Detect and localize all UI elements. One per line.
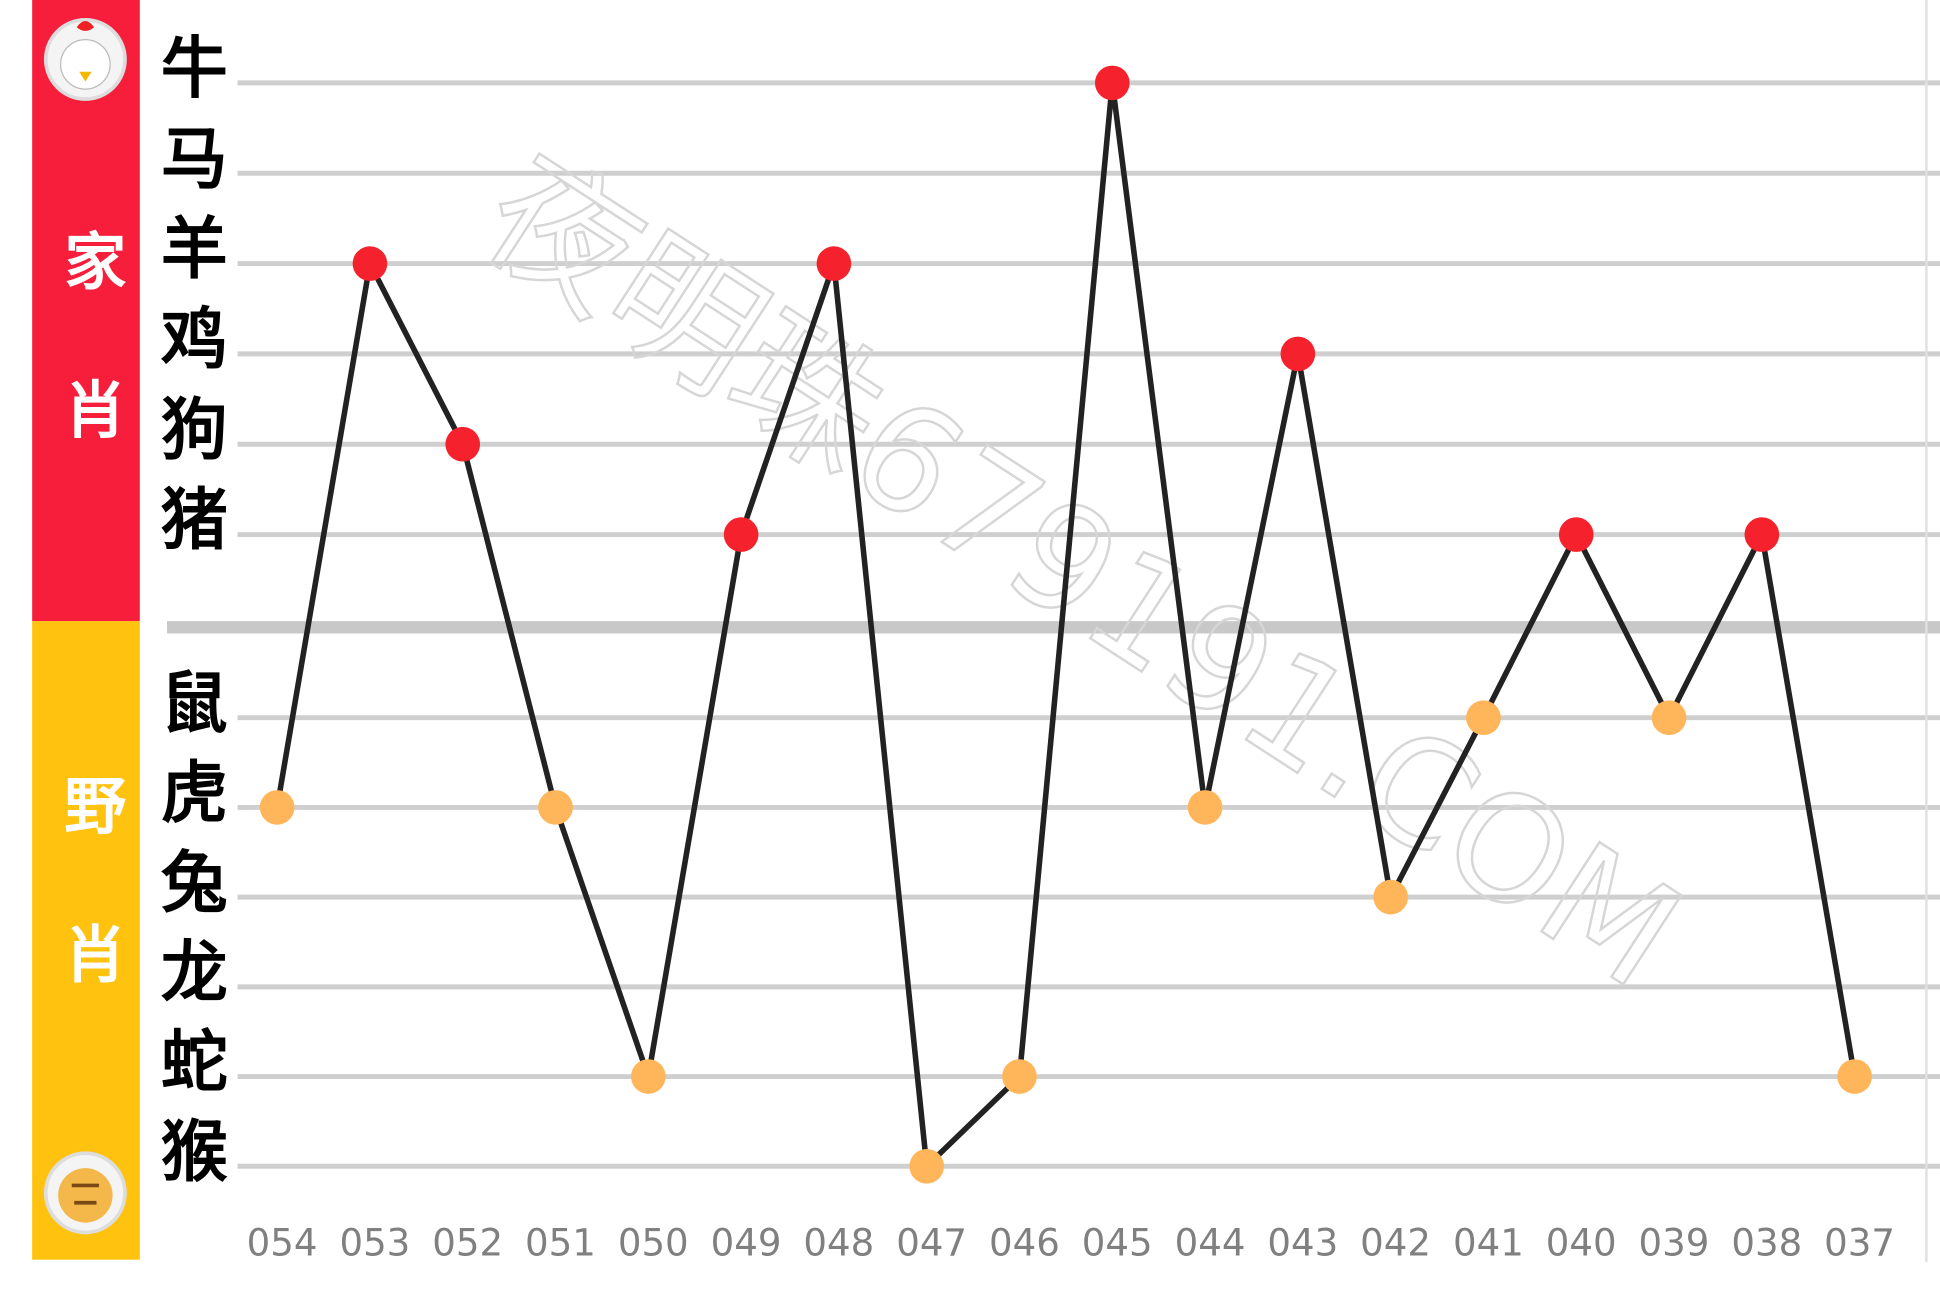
point (1280, 336, 1316, 372)
tiger-icon (43, 1151, 127, 1235)
point (352, 246, 388, 281)
point (630, 1059, 666, 1094)
x-tick-label: 043 (1267, 1221, 1338, 1264)
x-tick-label: 047 (896, 1221, 967, 1264)
x-tick-label: 040 (1546, 1221, 1617, 1264)
point (723, 517, 759, 552)
y-tick-label: 兔 (161, 844, 228, 922)
point (1002, 1059, 1037, 1094)
y-tick-label: 马 (161, 120, 228, 198)
y-tick-label: 羊 (161, 210, 228, 288)
rooster-icon (43, 17, 127, 101)
series-line (274, 82, 1858, 1173)
y-tick-label: 猪 (161, 481, 228, 559)
point (259, 790, 295, 825)
point (445, 426, 481, 462)
y-tick-label: 鸡 (161, 301, 228, 379)
x-tick-label: 042 (1360, 1221, 1431, 1264)
x-tick-label: 053 (339, 1221, 410, 1264)
x-tick-label: 050 (618, 1221, 689, 1264)
y-tick-label: 龙 (161, 933, 228, 1011)
x-tick-label: 044 (1175, 1221, 1246, 1264)
group-band (32, 0, 140, 622)
x-tick-label: 048 (803, 1221, 874, 1264)
point (1094, 65, 1130, 101)
x-tick-label: 046 (989, 1221, 1060, 1264)
point (538, 790, 573, 825)
background (32, 0, 1940, 1263)
y-tick-label: 蛇 (161, 1023, 228, 1101)
x-tick-label: 039 (1639, 1221, 1710, 1264)
point (1558, 517, 1594, 552)
group-label: 野肖 (53, 773, 125, 1070)
y-tick-label: 牛 (161, 30, 228, 108)
y-tick-label: 虎 (161, 754, 228, 832)
point (1373, 879, 1408, 915)
x-tick-label: 045 (1082, 1221, 1153, 1264)
x-tick-label: 051 (525, 1221, 596, 1264)
point (909, 1148, 945, 1184)
watermark: 夜明珠679191.COM (455, 125, 1709, 1022)
group-label: 家肖 (53, 229, 125, 526)
x-tick-label: 054 (247, 1221, 318, 1264)
point (1466, 700, 1501, 736)
y-tick-label: 猴 (161, 1113, 228, 1191)
point (1744, 517, 1780, 552)
x-tick-label: 052 (432, 1221, 503, 1264)
x-tick-label: 037 (1824, 1221, 1895, 1264)
point (1651, 700, 1687, 736)
x-tick-label: 038 (1731, 1221, 1802, 1264)
y-tick-label: 鼠 (161, 664, 228, 742)
point (1187, 790, 1223, 825)
y-tick-label: 狗 (161, 391, 228, 469)
x-tick-label: 041 (1453, 1221, 1524, 1264)
point (1837, 1059, 1872, 1094)
x-tick-label: 049 (711, 1221, 782, 1264)
point (816, 246, 852, 281)
